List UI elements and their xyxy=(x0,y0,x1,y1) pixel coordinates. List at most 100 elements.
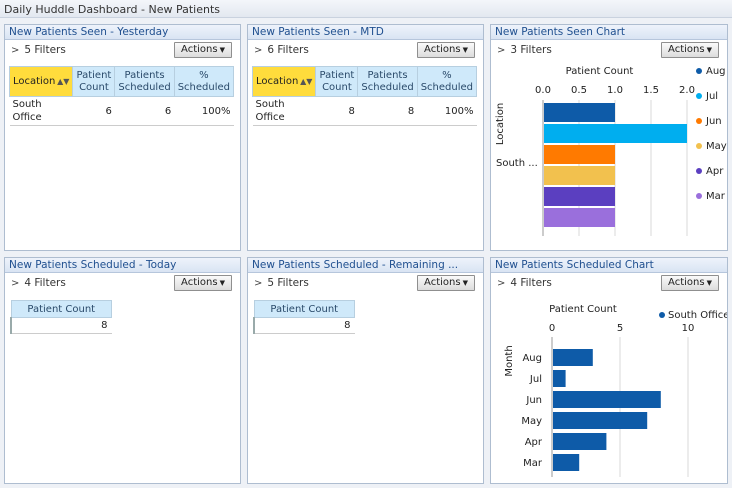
y-tick-label: Jul xyxy=(529,374,542,385)
actions-button[interactable]: Actions ▼ xyxy=(417,42,475,58)
legend-label: Jun xyxy=(705,116,722,127)
panel-title: New Patients Scheduled Chart xyxy=(491,258,727,273)
data-table: Patient Count 8 xyxy=(10,300,112,334)
bar-aug xyxy=(544,103,615,122)
legend-marker xyxy=(696,143,702,149)
bar-mar xyxy=(544,208,615,227)
legend-label: Aug xyxy=(706,66,726,77)
panel-seen-chart: New Patients Seen Chart > 3 Filters Acti… xyxy=(490,24,728,251)
x-tick-label: 2.0 xyxy=(679,85,695,96)
column-header-pct-scheduled[interactable]: % Scheduled xyxy=(416,66,478,97)
legend-label: May xyxy=(706,141,727,152)
panel-title: New Patients Scheduled - Remaining ... xyxy=(248,258,483,273)
dashboard-title: Daily Huddle Dashboard - New Patients xyxy=(0,0,732,18)
y-tick-label: Mar xyxy=(523,458,543,469)
y-axis-title: Location xyxy=(495,103,506,145)
panel-title: New Patients Seen Chart xyxy=(491,25,727,40)
x-tick-label: 0 xyxy=(549,323,555,334)
column-header-patient-count[interactable]: Patient Count xyxy=(315,66,359,97)
chevron-right-icon: > xyxy=(497,45,506,56)
caret-down-icon: ▼ xyxy=(462,279,468,287)
legend-marker xyxy=(696,93,702,99)
chevron-right-icon: > xyxy=(497,278,506,289)
chevron-right-icon: > xyxy=(254,278,263,289)
x-axis-title: Patient Count xyxy=(549,304,617,315)
bar-jul xyxy=(553,370,566,387)
caret-down-icon: ▼ xyxy=(219,46,225,54)
x-tick-label: 1.5 xyxy=(643,85,659,96)
x-axis-title: Patient Count xyxy=(566,66,634,77)
column-header-patients-scheduled[interactable]: Patients Scheduled xyxy=(114,66,175,97)
legend-label: Apr xyxy=(706,166,724,177)
table-row: 8 xyxy=(10,317,112,334)
table-row: South Office 8 8 100% xyxy=(252,96,477,126)
panel-title: New Patients Scheduled - Today xyxy=(5,258,240,273)
x-tick-label: 5 xyxy=(617,323,623,334)
actions-button[interactable]: Actions ▼ xyxy=(417,275,475,291)
actions-button[interactable]: Actions ▼ xyxy=(174,42,232,58)
data-table: Location ▲▼ Patient Count Patients Schedu… xyxy=(251,66,478,126)
x-tick-label: 10 xyxy=(682,323,695,334)
column-header-pct-scheduled[interactable]: % Scheduled xyxy=(173,66,235,97)
filters-label: 3 Filters xyxy=(510,44,552,56)
table-row: South Office 6 6 100% xyxy=(9,96,234,126)
filters-label: 5 Filters xyxy=(267,277,309,289)
bar-aug xyxy=(553,349,593,366)
panel-seen-mtd: New Patients Seen - MTD > 6 Filters Acti… xyxy=(247,24,484,251)
panel-title: New Patients Seen - MTD xyxy=(248,25,483,40)
sort-icon[interactable]: ▲▼ xyxy=(300,76,313,86)
y-axis-title: Month xyxy=(504,345,515,376)
table-row: 8 xyxy=(253,317,355,334)
panel-scheduled-remaining: New Patients Scheduled - Remaining ... >… xyxy=(247,257,484,484)
scheduled-chart: Patient Count 0 5 10 Month Aug Jul Jun May Apr Mar… xyxy=(504,304,727,477)
legend-label: South Office xyxy=(668,310,727,321)
y-tick-label: South ... xyxy=(496,158,538,169)
actions-button[interactable]: Actions ▼ xyxy=(661,42,719,58)
bar-apr xyxy=(553,433,607,450)
filters-toggle[interactable]: > 6 Filters Actions ▼ xyxy=(248,40,483,61)
legend-marker xyxy=(659,312,665,318)
panel-title: New Patients Seen - Yesterday xyxy=(5,25,240,40)
x-tick-label: 1.0 xyxy=(607,85,623,96)
bar-jul xyxy=(544,124,687,143)
x-tick-label: 0.0 xyxy=(535,85,551,96)
bar-jun xyxy=(544,145,615,164)
filters-label: 4 Filters xyxy=(24,277,66,289)
column-header-location[interactable]: Location ▲▼ xyxy=(8,66,74,97)
legend-label: Jul xyxy=(705,91,718,102)
sort-icon[interactable]: ▲▼ xyxy=(57,76,70,86)
actions-button[interactable]: Actions ▼ xyxy=(174,275,232,291)
chevron-right-icon: > xyxy=(11,278,20,289)
filters-toggle[interactable]: > 5 Filters Actions ▼ xyxy=(5,40,240,61)
data-table: Patient Count 8 xyxy=(253,300,355,334)
bar-may xyxy=(553,412,648,429)
panel-scheduled-today: New Patients Scheduled - Today > 4 Filte… xyxy=(4,257,241,484)
filters-toggle[interactable]: > 3 Filters Actions ▼ xyxy=(491,40,727,61)
filters-toggle[interactable]: > 5 Filters Actions ▼ xyxy=(248,273,483,294)
column-header-patient-count[interactable]: Patient Count xyxy=(10,300,112,318)
column-header-patients-scheduled[interactable]: Patients Scheduled xyxy=(357,66,418,97)
bar-may xyxy=(544,166,615,185)
bar-apr xyxy=(544,187,615,206)
column-header-location[interactable]: Location ▲▼ xyxy=(251,66,317,97)
legend-marker xyxy=(696,118,702,124)
filters-label: 4 Filters xyxy=(510,277,552,289)
filters-label: 5 Filters xyxy=(24,44,66,56)
y-tick-label: Jun xyxy=(525,395,542,406)
legend-marker xyxy=(696,193,702,199)
y-tick-label: Apr xyxy=(525,437,543,448)
data-table: Location ▲▼ Patient Count Patients Schedu… xyxy=(8,66,235,126)
column-header-patient-count[interactable]: Patient Count xyxy=(72,66,116,97)
actions-button[interactable]: Actions ▼ xyxy=(661,275,719,291)
chevron-right-icon: > xyxy=(254,45,263,56)
y-tick-label: May xyxy=(521,416,542,427)
panel-scheduled-chart: New Patients Scheduled Chart > 4 Filters… xyxy=(490,257,728,484)
filters-toggle[interactable]: > 4 Filters Actions ▼ xyxy=(5,273,240,294)
caret-down-icon: ▼ xyxy=(706,46,712,54)
bar-jun xyxy=(553,391,661,408)
bar-mar xyxy=(553,454,580,471)
chevron-right-icon: > xyxy=(11,45,20,56)
column-header-patient-count[interactable]: Patient Count xyxy=(253,300,355,318)
y-tick-label: Aug xyxy=(522,353,542,364)
filters-toggle[interactable]: > 4 Filters Actions ▼ xyxy=(491,273,727,294)
